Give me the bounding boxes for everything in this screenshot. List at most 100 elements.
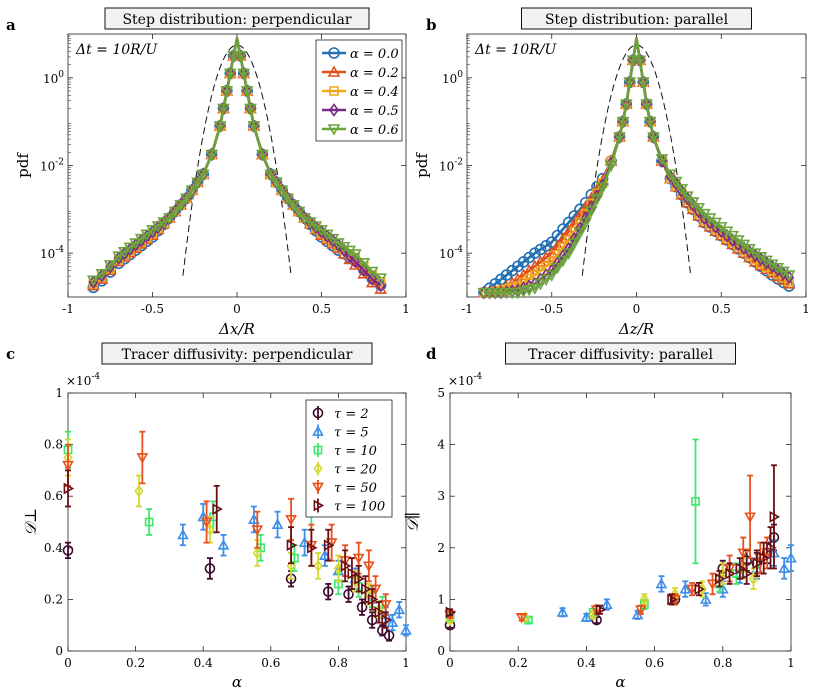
y-tick-label: 0 — [437, 644, 445, 658]
chart-title: Step distribution: parallel — [545, 12, 729, 28]
data-point — [313, 559, 323, 573]
series-marker — [140, 229, 154, 241]
series-marker — [117, 247, 131, 259]
legend-marker — [313, 462, 323, 475]
x-tick-label: -0.5 — [141, 302, 164, 316]
time-annotation: Δt = 10R/U — [474, 42, 557, 58]
data-point — [580, 611, 593, 622]
series-marker — [264, 169, 278, 181]
data-point — [769, 510, 781, 523]
series-marker — [337, 241, 351, 254]
data-point — [445, 606, 457, 619]
legend-marker — [312, 482, 324, 494]
series-marker — [95, 268, 109, 281]
y-tick-label: 10-4 — [40, 245, 64, 261]
data-point — [248, 513, 260, 524]
x-tick-label: 1 — [402, 656, 410, 670]
series-marker — [123, 242, 137, 255]
data-point — [725, 567, 736, 580]
series-marker — [227, 51, 240, 63]
x-tick-label: 0.5 — [312, 302, 331, 316]
series-marker — [616, 116, 630, 129]
x-tick-label: 0 — [233, 302, 241, 316]
x-tick-label: -0.5 — [540, 302, 563, 316]
data-point — [655, 577, 668, 589]
data-point — [716, 582, 729, 594]
x-tick-label: 0 — [633, 302, 641, 316]
chart-title: Tracer diffusivity: parallel — [528, 347, 713, 363]
panel-label-d: d — [426, 345, 437, 363]
data-point — [766, 541, 777, 554]
panel-label-c: c — [6, 345, 15, 363]
series-marker — [619, 99, 633, 111]
chart-title-box — [505, 342, 736, 365]
series-marker — [579, 217, 593, 230]
data-point — [361, 583, 372, 595]
legend-marker — [329, 86, 339, 96]
y-tick-label: 10-2 — [439, 158, 463, 174]
data-point — [200, 517, 213, 529]
x-tick-label: 1 — [802, 302, 810, 316]
series-marker — [237, 68, 251, 81]
series-marker — [220, 86, 234, 98]
y-tick-label: 1 — [437, 592, 445, 606]
data-point — [134, 484, 144, 498]
data-point — [667, 593, 678, 606]
series-marker — [613, 132, 626, 144]
chart-title-box — [101, 342, 373, 365]
series-marker — [539, 274, 553, 287]
series-marker — [275, 185, 289, 197]
chart-title: Step distribution: perpendicular — [122, 12, 351, 28]
x-tick-label: 0.8 — [713, 656, 732, 670]
y-tick-label: 100 — [442, 70, 463, 86]
y-tick-label: 10-2 — [40, 158, 64, 174]
data-point — [177, 528, 189, 540]
y-axis-label: 𝒟⊥ — [21, 508, 40, 536]
series-marker — [675, 184, 689, 196]
series-marker — [168, 206, 182, 219]
data-point — [63, 445, 73, 455]
series-marker — [511, 287, 525, 300]
data-point — [386, 616, 399, 628]
data-point — [347, 567, 359, 580]
data-point — [144, 517, 154, 527]
series-marker — [692, 203, 706, 215]
data-point — [367, 593, 379, 606]
legend-marker — [312, 425, 324, 436]
legend-entry: τ = 5 — [334, 426, 369, 441]
data-point — [333, 579, 343, 589]
series-marker — [223, 68, 237, 81]
data-point — [694, 583, 706, 595]
data-point — [748, 572, 759, 586]
chart-a: Step distribution: perpendicular -1 -0.5 0 0… — [14, 7, 410, 338]
data-point — [356, 601, 368, 613]
data-point — [379, 600, 392, 611]
series-marker — [240, 86, 254, 98]
data-point — [205, 523, 215, 537]
y-tick-label: 100 — [43, 70, 64, 86]
data-point — [212, 503, 223, 515]
series-marker — [367, 272, 378, 286]
data-point — [601, 598, 613, 609]
series-marker — [103, 260, 117, 272]
series-marker — [270, 177, 283, 189]
panel-label-b: b — [426, 16, 437, 34]
series-marker — [640, 99, 654, 111]
data-point — [381, 614, 392, 626]
data-point — [251, 525, 264, 536]
x-tick-label: 0 — [446, 656, 454, 670]
x-tick-label: -1 — [62, 302, 74, 316]
data-point — [62, 545, 74, 556]
x-tick-label: 0.6 — [261, 656, 280, 670]
chart-title: Tracer diffusivity: perpendicular — [122, 347, 353, 363]
series-marker — [86, 275, 100, 287]
series-marker — [604, 160, 618, 173]
legend-entry: α = 0.4 — [350, 85, 399, 100]
legend-marker — [327, 124, 341, 136]
data-point — [744, 512, 756, 523]
chart-title-box — [521, 7, 752, 30]
data-point — [714, 572, 726, 585]
series-marker — [375, 278, 386, 293]
data-point — [686, 584, 698, 596]
data-point — [340, 560, 352, 572]
